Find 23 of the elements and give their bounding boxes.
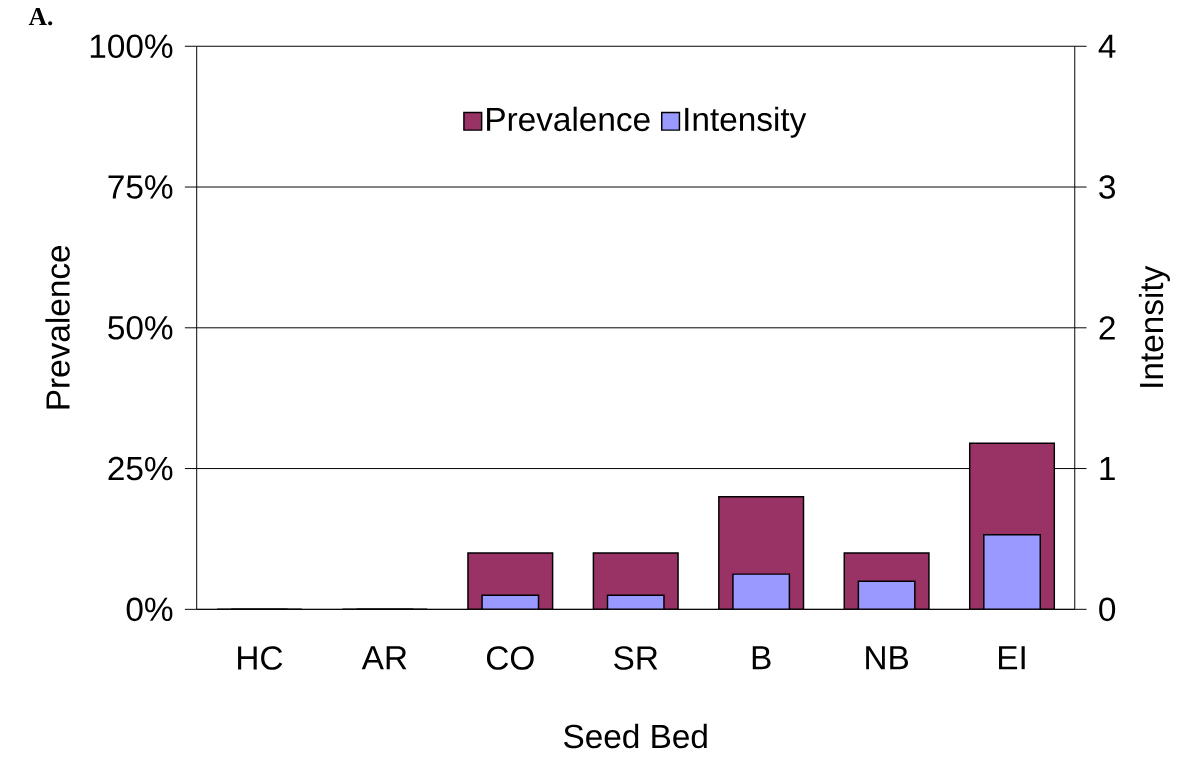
x-tick-label: SR	[614, 646, 658, 670]
y2-tick-label: 1	[1100, 456, 1115, 480]
legend-label: Intensity	[685, 106, 807, 138]
y2-tick-label: 3	[1099, 175, 1115, 199]
y2-tick-label: 4	[1098, 34, 1116, 58]
y-tick-label: 0%	[126, 597, 173, 621]
y-tick-label: 25%	[108, 456, 173, 481]
x-tick-label: EI	[999, 646, 1025, 669]
y2-tick-label: 2	[1099, 315, 1115, 340]
x-tick-label: CO	[486, 646, 534, 670]
y2-axis-title: Intensity	[1138, 265, 1170, 387]
x-tick-label: B	[752, 646, 771, 669]
y2-tick-label: 0	[1099, 597, 1116, 621]
y-tick-label: 75%	[108, 175, 173, 199]
y-tick-label: 100%	[90, 34, 173, 58]
y-axis-title: Prevalence	[45, 245, 70, 409]
y-tick-label: 50%	[108, 315, 173, 340]
legend-label: Prevalence	[487, 106, 650, 132]
x-axis-title: Seed Bed	[564, 723, 707, 749]
x-tick-label: NB	[866, 646, 908, 669]
x-tick-label: HC	[238, 646, 283, 670]
text: A.	[28, 7, 53, 26]
x-tick-label: AR	[361, 646, 407, 669]
